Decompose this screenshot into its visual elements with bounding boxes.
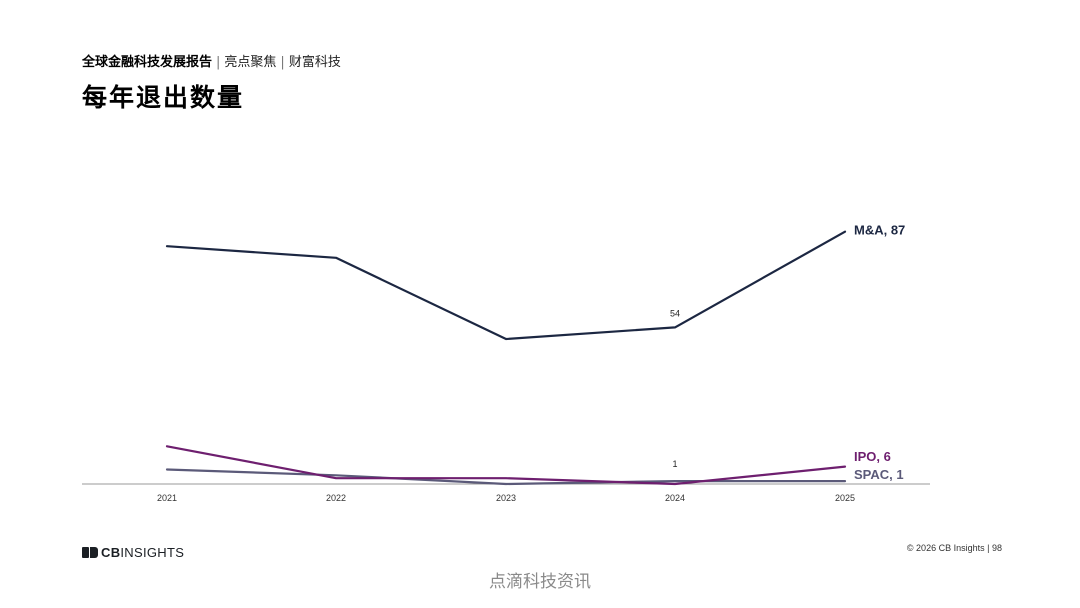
cb-logo-icon: [82, 547, 98, 558]
header-separator: |: [216, 55, 221, 70]
series-end-label: IPO, 6: [854, 449, 891, 464]
cb-insights-logo: CBINSIGHTS: [82, 545, 184, 560]
series-end-label: SPAC, 1: [854, 467, 904, 482]
series-line-spac: [165, 468, 847, 486]
page-number: 98: [991, 543, 1002, 553]
series-line-ipo: [165, 445, 847, 486]
data-point-label: 1: [672, 459, 677, 469]
x-tick-label: 2021: [157, 493, 177, 503]
report-header: 全球金融科技发展报告 | 亮点聚焦 | 财富科技: [82, 55, 341, 71]
data-point-label: 54: [670, 308, 680, 318]
series-line-ma: [165, 230, 847, 341]
logo-text: CBINSIGHTS: [101, 545, 184, 560]
report-name: 全球金融科技发展报告: [82, 55, 213, 70]
series-end-label: M&A, 87: [854, 223, 905, 238]
watermark: 点滴科技资讯: [489, 572, 591, 592]
x-tick-label: 2024: [665, 493, 685, 503]
copyright-text: © 2026 CB Insights: [906, 543, 985, 553]
x-tick-label: 2023: [496, 493, 516, 503]
page-title: 每年退出数量: [82, 83, 245, 112]
section-name: 亮点聚焦: [224, 55, 277, 70]
topic-name: 财富科技: [288, 55, 341, 70]
x-tick-label: 2022: [326, 493, 346, 503]
footer-copyright: © 2026 CB Insights | 98: [907, 543, 1002, 553]
header-separator-2: |: [280, 55, 285, 70]
logo-suffix: INSIGHTS: [120, 545, 185, 560]
footer-separator: |: [987, 543, 990, 553]
x-tick-label: 2025: [835, 493, 855, 503]
logo-prefix: CB: [101, 545, 121, 560]
